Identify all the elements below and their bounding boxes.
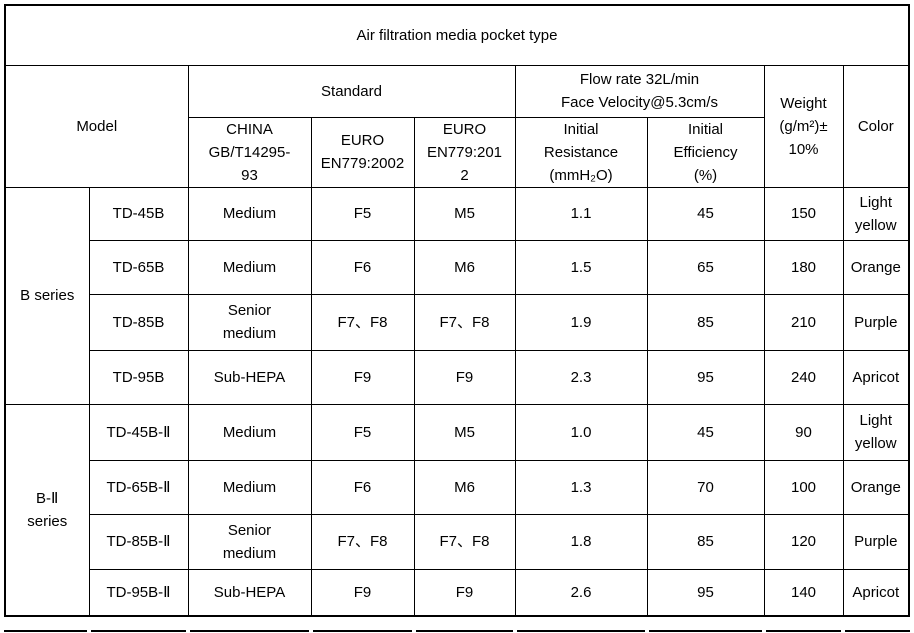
partial-row-border-segment xyxy=(91,630,186,632)
table-row: TD-95B-Ⅱ Sub-HEPA F9 F9 2.6 95 140 Apric… xyxy=(5,568,910,617)
cell-color: Apricot xyxy=(842,349,910,405)
cell-model: TD-65B-Ⅱ xyxy=(88,459,189,515)
cell-en2012-grade: M6 xyxy=(413,459,516,515)
cell-china-grade: Sub-HEPA xyxy=(187,568,312,617)
header-flow-rate: Flow rate 32L/min Face Velocity@5.3cm/s xyxy=(514,64,765,118)
cell-en2002-grade: F5 xyxy=(310,186,415,241)
cell-resistance: 2.3 xyxy=(514,349,648,405)
header-model: Model xyxy=(4,64,189,188)
cell-en2002-grade: F6 xyxy=(310,459,415,515)
cell-weight: 140 xyxy=(763,568,844,617)
cell-efficiency: 85 xyxy=(646,293,765,351)
header-initial-resistance: Initial Resistance (mmH₂O) xyxy=(514,116,648,188)
table-title: Air filtration media pocket type xyxy=(4,4,910,66)
cell-en2012-grade: M5 xyxy=(413,186,516,241)
table-row: B-Ⅱ series TD-45B-Ⅱ Medium F5 M5 1.0 45 … xyxy=(4,403,910,617)
cell-model: TD-45B xyxy=(88,186,189,241)
partial-row-border-segment xyxy=(766,630,841,632)
cell-series: B-Ⅱ series xyxy=(4,403,90,617)
cell-weight: 210 xyxy=(763,293,844,351)
cell-weight: 240 xyxy=(763,349,844,405)
cell-en2002-grade: F6 xyxy=(310,239,415,295)
cell-resistance: 2.6 xyxy=(514,568,648,617)
partial-row-border-segment xyxy=(517,630,645,632)
partial-row-border-segment xyxy=(190,630,309,632)
cell-china-grade: Medium xyxy=(187,186,312,241)
cell-china-grade: Senior medium xyxy=(187,513,312,570)
header-color: Color xyxy=(842,64,910,188)
cell-en2002-grade: F9 xyxy=(310,568,415,617)
cell-resistance: 1.8 xyxy=(514,513,648,570)
table-row: TD-85B Senior medium F7、F8 F7、F8 1.9 85 … xyxy=(5,293,910,351)
header-euro-en779-2002: EURO EN779:2002 xyxy=(310,116,415,188)
cell-china-grade: Medium xyxy=(187,403,312,461)
table-row: TD-65B Medium F6 M6 1.5 65 180 Orange xyxy=(5,239,910,295)
cell-series: B series xyxy=(4,186,90,405)
cell-resistance: 1.9 xyxy=(514,293,648,351)
partial-row-border-segment xyxy=(313,630,412,632)
cell-color: Light yellow xyxy=(842,403,910,461)
cell-en2012-grade: F9 xyxy=(413,349,516,405)
cell-china-grade: Medium xyxy=(187,239,312,295)
header-standard: Standard xyxy=(187,64,516,118)
cell-color: Purple xyxy=(842,293,910,351)
cell-model: TD-95B xyxy=(88,349,189,405)
cell-en2002-grade: F9 xyxy=(310,349,415,405)
cell-color: Orange xyxy=(842,459,910,515)
cell-efficiency: 95 xyxy=(646,568,765,617)
header-weight: Weight (g/m²)± 10% xyxy=(763,64,844,188)
cell-china-grade: Medium xyxy=(187,459,312,515)
cell-efficiency: 45 xyxy=(646,403,765,461)
cell-resistance: 1.3 xyxy=(514,459,648,515)
partial-row-border-segment xyxy=(845,630,910,632)
cell-weight: 180 xyxy=(763,239,844,295)
cell-color: Light yellow xyxy=(842,186,910,241)
cell-model: TD-85B-Ⅱ xyxy=(88,513,189,570)
cell-en2012-grade: M5 xyxy=(413,403,516,461)
table-row: TD-95B Sub-HEPA F9 F9 2.3 95 240 Apricot xyxy=(5,349,910,405)
cell-efficiency: 70 xyxy=(646,459,765,515)
cell-en2012-grade: F7、F8 xyxy=(413,293,516,351)
cell-china-grade: Senior medium xyxy=(187,293,312,351)
table-row: TD-65B-Ⅱ Medium F6 M6 1.3 70 100 Orange xyxy=(5,459,910,515)
cell-model: TD-85B xyxy=(88,293,189,351)
cell-weight: 100 xyxy=(763,459,844,515)
cell-en2012-grade: F9 xyxy=(413,568,516,617)
cell-model: TD-65B xyxy=(88,239,189,295)
cell-model: TD-45B-Ⅱ xyxy=(88,403,189,461)
cell-model: TD-95B-Ⅱ xyxy=(88,568,189,617)
cell-efficiency: 85 xyxy=(646,513,765,570)
cell-resistance: 1.5 xyxy=(514,239,648,295)
table-row: TD-85B-Ⅱ Senior medium F7、F8 F7、F8 1.8 8… xyxy=(5,513,910,570)
cell-china-grade: Sub-HEPA xyxy=(187,349,312,405)
partial-row-border-segment xyxy=(4,630,87,632)
cell-weight: 150 xyxy=(763,186,844,241)
cell-weight: 120 xyxy=(763,513,844,570)
cell-en2002-grade: F7、F8 xyxy=(310,293,415,351)
cell-en2002-grade: F7、F8 xyxy=(310,513,415,570)
cell-efficiency: 65 xyxy=(646,239,765,295)
air-filtration-spec-table: Air filtration media pocket type Model S… xyxy=(4,4,911,617)
cell-weight: 90 xyxy=(763,403,844,461)
cell-en2012-grade: M6 xyxy=(413,239,516,295)
header-euro-en779-2012: EURO EN779:201 2 xyxy=(413,116,516,188)
partial-row-border-segment xyxy=(649,630,762,632)
cell-color: Orange xyxy=(842,239,910,295)
table-row: B series TD-45B Medium F5 M5 1.1 45 150 … xyxy=(4,186,910,405)
cell-en2002-grade: F5 xyxy=(310,403,415,461)
cell-resistance: 1.0 xyxy=(514,403,648,461)
header-china-standard: CHINA GB/T14295- 93 xyxy=(187,116,312,188)
cell-color: Purple xyxy=(842,513,910,570)
cell-resistance: 1.1 xyxy=(514,186,648,241)
cell-efficiency: 95 xyxy=(646,349,765,405)
cell-color: Apricot xyxy=(842,568,910,617)
partial-row-border-segment xyxy=(416,630,513,632)
cell-efficiency: 45 xyxy=(646,186,765,241)
cell-en2012-grade: F7、F8 xyxy=(413,513,516,570)
header-initial-efficiency: Initial Efficiency (%) xyxy=(646,116,765,188)
